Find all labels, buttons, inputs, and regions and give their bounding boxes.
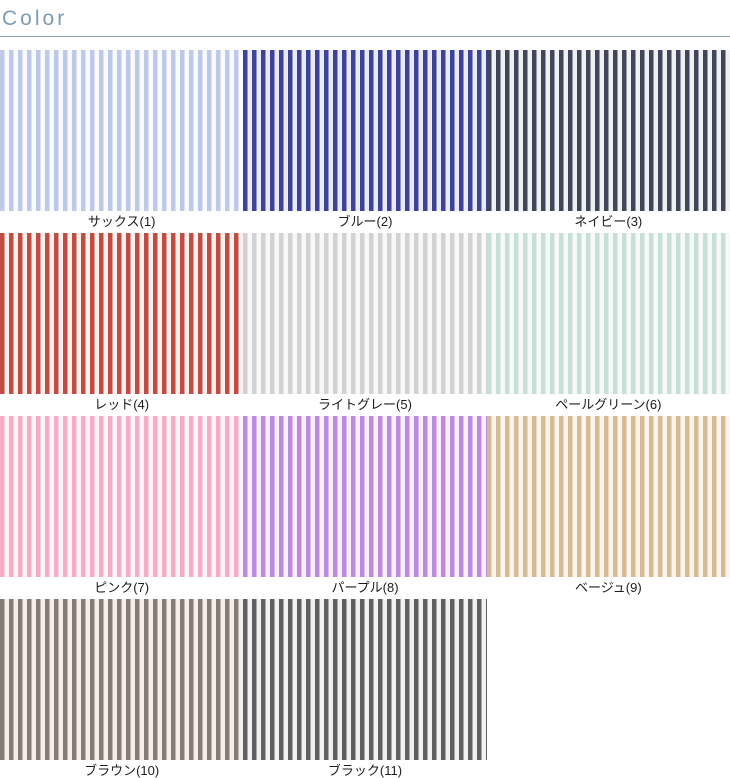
color-swatch-cell: ペールグリーン(6)	[486, 233, 730, 416]
swatch-grid: サックス(1) ブルー(2) ネイビー(3) レッド(4) ライトグレー(5)	[0, 50, 730, 778]
swatch-row: サックス(1) ブルー(2) ネイビー(3)	[0, 50, 730, 233]
swatch-label: ベージュ(9)	[574, 580, 642, 595]
swatch-label: レッド(4)	[94, 397, 150, 412]
section-header: Color	[0, 0, 730, 37]
color-swatch-cell: ピンク(7)	[0, 416, 244, 599]
stripe-swatch-image	[243, 50, 487, 211]
color-swatch-cell: レッド(4)	[0, 233, 244, 416]
swatch-label: ブラック(11)	[327, 763, 403, 778]
swatch-label: ブルー(2)	[337, 214, 393, 229]
stripe-swatch-image	[486, 416, 730, 577]
swatch-label: ピンク(7)	[94, 580, 150, 595]
swatch-row: ピンク(7) パープル(8) ベージュ(9)	[0, 416, 730, 599]
stripe-swatch-image	[486, 233, 730, 394]
color-swatch-cell: パープル(8)	[243, 416, 487, 599]
swatch-label: ネイビー(3)	[574, 214, 643, 229]
swatch-label: ブラウン(10)	[84, 763, 160, 778]
color-swatch-cell: ブラウン(10)	[0, 599, 244, 778]
color-swatch-cell: サックス(1)	[0, 50, 244, 233]
swatch-label: サックス(1)	[87, 214, 156, 229]
section-title: Color	[2, 7, 68, 30]
color-swatch-cell: ブルー(2)	[243, 50, 487, 233]
color-swatch-cell: ブラック(11)	[243, 599, 487, 778]
swatch-row: レッド(4) ライトグレー(5) ペールグリーン(6)	[0, 233, 730, 416]
stripe-swatch-image	[0, 416, 244, 577]
swatch-label: ペールグリーン(6)	[555, 397, 662, 412]
stripe-swatch-image	[0, 233, 244, 394]
color-swatch-cell: ネイビー(3)	[486, 50, 730, 233]
swatch-label: パープル(8)	[331, 580, 399, 595]
stripe-swatch-image	[486, 50, 730, 211]
swatch-label: ライトグレー(5)	[318, 397, 412, 412]
stripe-swatch-image	[243, 233, 487, 394]
color-swatch-cell: ベージュ(9)	[486, 416, 730, 599]
stripe-swatch-image	[0, 599, 244, 760]
stripe-swatch-image	[243, 416, 487, 577]
stripe-swatch-image	[0, 50, 244, 211]
color-swatch-cell: ライトグレー(5)	[243, 233, 487, 416]
stripe-swatch-image	[243, 599, 487, 760]
swatch-row: ブラウン(10) ブラック(11)	[0, 599, 730, 778]
empty-cell	[487, 599, 730, 778]
